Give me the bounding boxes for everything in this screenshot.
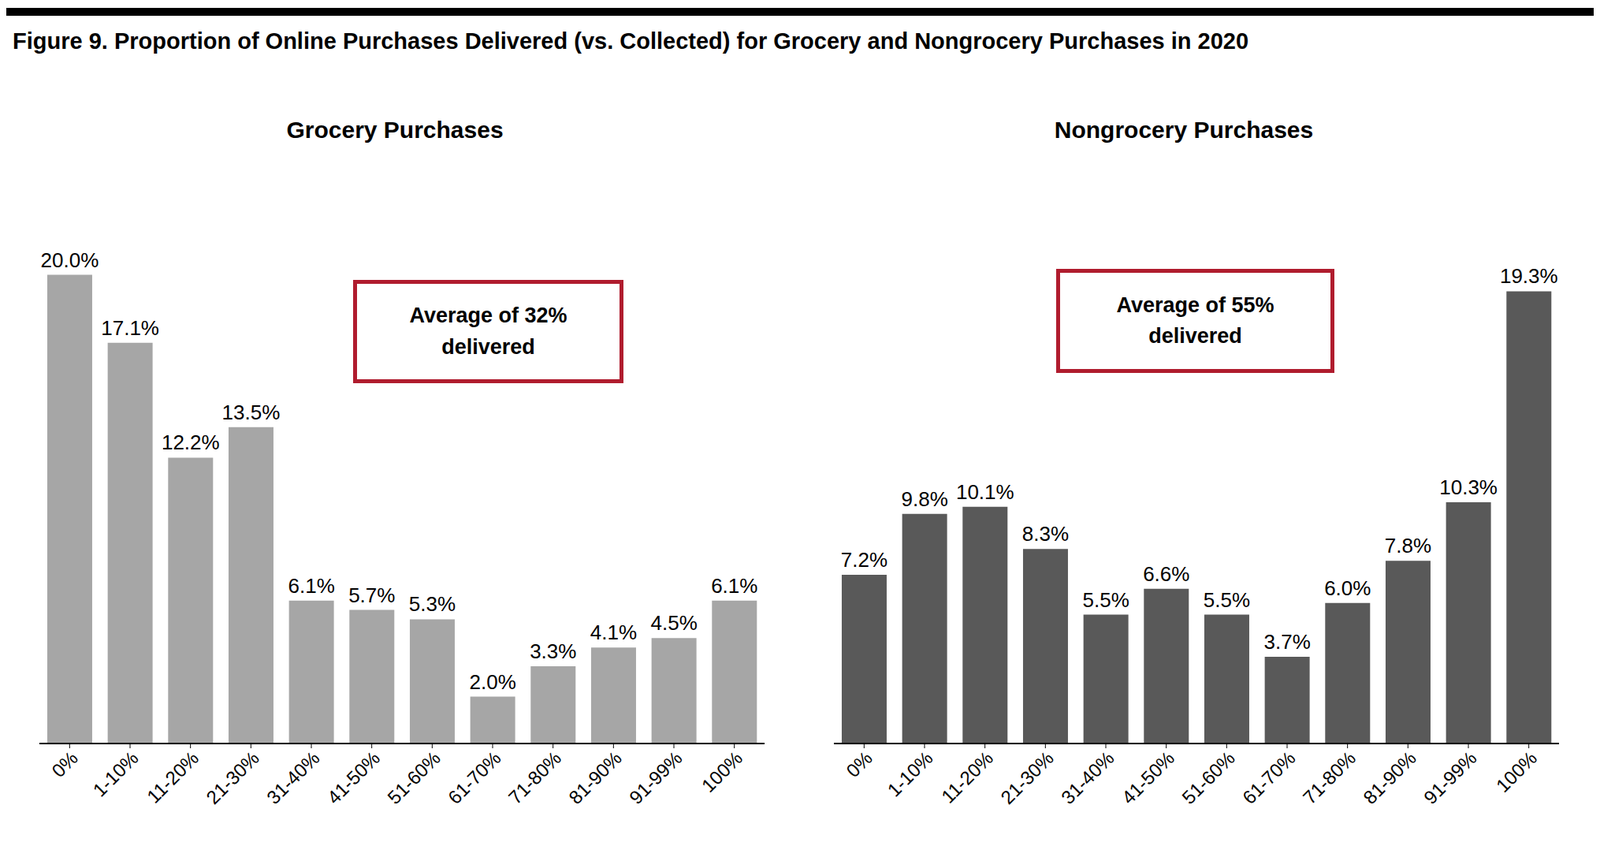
svg-text:6.6%: 6.6% xyxy=(1142,561,1190,586)
svg-text:41-50%: 41-50% xyxy=(323,746,385,808)
svg-text:3.3%: 3.3% xyxy=(529,639,577,663)
svg-text:61-70%: 61-70% xyxy=(443,746,506,808)
svg-text:41-50%: 41-50% xyxy=(1117,746,1180,808)
svg-text:19.3%: 19.3% xyxy=(1499,264,1559,288)
svg-text:51-60%: 51-60% xyxy=(383,746,445,808)
svg-text:0%: 0% xyxy=(841,746,877,782)
svg-text:31-40%: 31-40% xyxy=(1056,746,1119,808)
svg-text:2.0%: 2.0% xyxy=(469,669,517,694)
svg-text:51-60%: 51-60% xyxy=(1177,746,1240,808)
svg-text:13.5%: 13.5% xyxy=(222,400,281,425)
svg-text:4.1%: 4.1% xyxy=(590,620,637,644)
svg-text:9.8%: 9.8% xyxy=(901,487,949,511)
svg-text:10.3%: 10.3% xyxy=(1439,475,1498,499)
svg-text:20.0%: 20.0% xyxy=(40,248,100,272)
svg-text:7.2%: 7.2% xyxy=(840,547,888,572)
svg-text:6.1%: 6.1% xyxy=(288,573,335,598)
svg-text:100%: 100% xyxy=(1492,746,1542,797)
svg-text:91-99%: 91-99% xyxy=(625,746,687,808)
html-text:Nongrocery Purchases: Nongrocery Purchases xyxy=(1054,116,1314,143)
html-text:Average of 32% delivered: Average of 32% delivered xyxy=(409,303,568,359)
svg-text:4.5%: 4.5% xyxy=(651,610,698,635)
svg-text:5.5%: 5.5% xyxy=(1082,587,1130,612)
svg-text:91-99%: 91-99% xyxy=(1419,746,1481,808)
svg-text:3.7%: 3.7% xyxy=(1264,629,1311,654)
svg-text:12.2%: 12.2% xyxy=(161,430,220,454)
svg-text:1-10%: 1-10% xyxy=(882,746,937,800)
svg-text:21-30%: 21-30% xyxy=(996,746,1058,808)
svg-text:6.1%: 6.1% xyxy=(710,573,758,598)
svg-text:31-40%: 31-40% xyxy=(262,746,324,808)
svg-text:11-20%: 11-20% xyxy=(142,746,203,807)
html-text:Figure 9. Proportion of Online: Figure 9. Proportion of Online Purchases… xyxy=(12,28,1249,54)
svg-text:5.7%: 5.7% xyxy=(348,583,395,607)
svg-text:71-80%: 71-80% xyxy=(504,746,566,808)
svg-text:17.1%: 17.1% xyxy=(100,316,160,340)
svg-text:0%: 0% xyxy=(47,746,82,782)
svg-text:10.1%: 10.1% xyxy=(956,480,1015,504)
svg-text:6.0%: 6.0% xyxy=(1324,576,1371,600)
html-text:Average of 55% delivered: Average of 55% delivered xyxy=(1116,293,1275,348)
svg-text:100%: 100% xyxy=(697,746,748,797)
svg-text:11-20%: 11-20% xyxy=(937,746,998,807)
svg-text:5.5%: 5.5% xyxy=(1203,587,1251,612)
svg-text:61-70%: 61-70% xyxy=(1238,746,1300,808)
svg-text:71-80%: 71-80% xyxy=(1298,746,1361,808)
svg-text:5.3%: 5.3% xyxy=(409,591,456,616)
svg-text:81-90%: 81-90% xyxy=(564,746,626,808)
html-text:Grocery Purchases: Grocery Purchases xyxy=(286,116,504,143)
svg-text:8.3%: 8.3% xyxy=(1022,521,1069,546)
svg-text:7.8%: 7.8% xyxy=(1384,533,1432,558)
svg-text:21-30%: 21-30% xyxy=(201,746,264,808)
svg-text:81-90%: 81-90% xyxy=(1358,746,1421,808)
svg-text:1-10%: 1-10% xyxy=(88,746,142,800)
